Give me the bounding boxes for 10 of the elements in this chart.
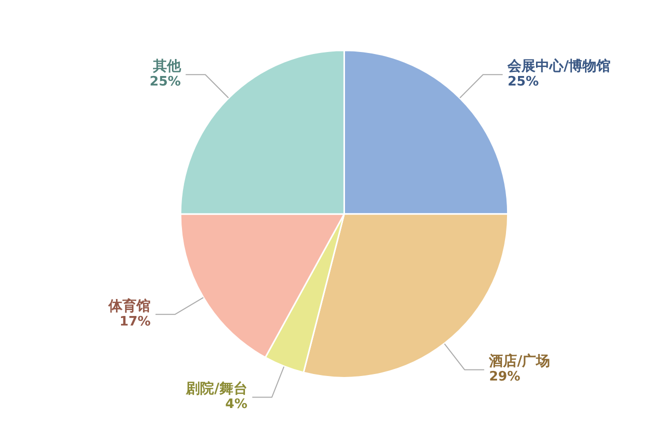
data-label: 4% [225, 397, 248, 412]
data-label: 25% [508, 74, 539, 90]
slice-label: 剧院/舞台 [185, 380, 248, 398]
data-label: 25% [150, 74, 181, 90]
slice-label: 体育馆 [108, 297, 151, 314]
data-label: 29% [489, 370, 520, 385]
slice-label: 会展中心/博物馆 [506, 58, 611, 75]
slice-label: 其他 [152, 58, 182, 75]
slice-label: 酒店/广场 [488, 352, 550, 370]
data-label: 17% [119, 314, 151, 330]
